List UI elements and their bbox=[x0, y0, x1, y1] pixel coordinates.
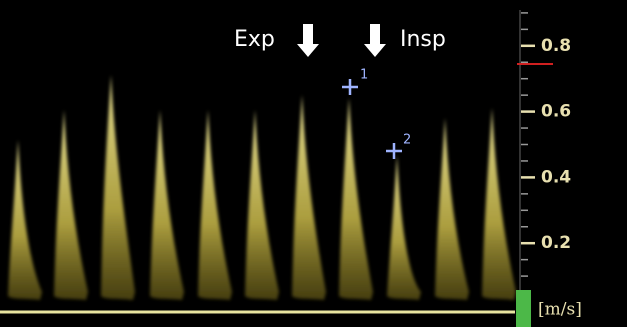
exp-label: Exp bbox=[234, 27, 275, 52]
tick-label: 0.8 bbox=[541, 36, 571, 56]
tick-label: 0.2 bbox=[541, 233, 571, 253]
marker-label: 1 bbox=[360, 68, 368, 83]
level-bar bbox=[516, 290, 531, 327]
marker-label: 2 bbox=[403, 133, 411, 148]
unit-label: [m/s] bbox=[538, 300, 582, 320]
doppler-view: Exp Insp 1 2 0.8 0.6 0.4 0.2 [m/s] bbox=[0, 0, 627, 327]
insp-label: Insp bbox=[400, 27, 446, 52]
tick-label: 0.4 bbox=[541, 167, 571, 187]
tick-label: 0.6 bbox=[541, 102, 571, 122]
